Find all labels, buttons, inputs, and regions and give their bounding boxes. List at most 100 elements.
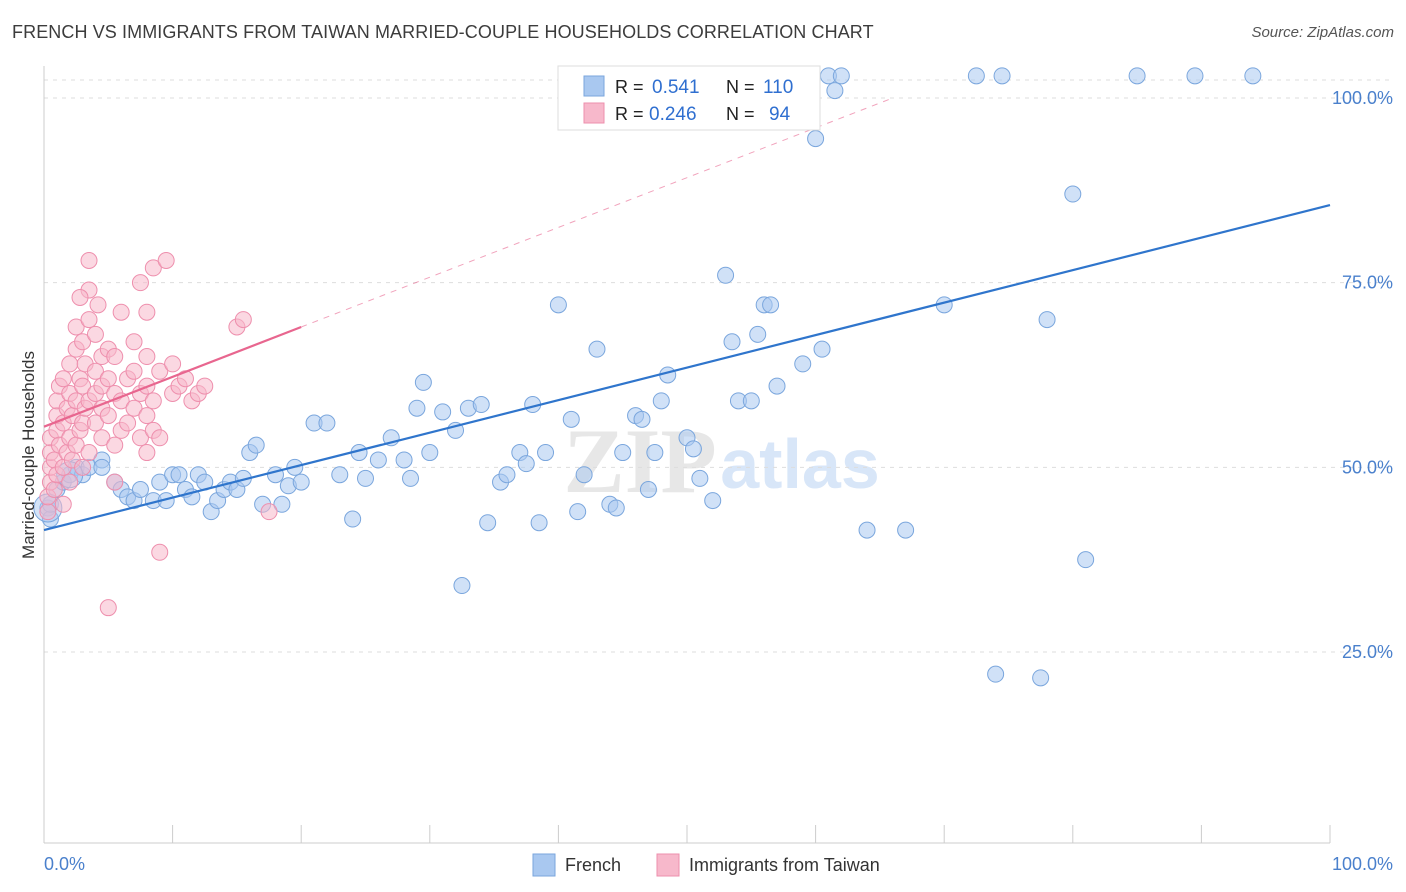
point-taiwan-68 [131,274,149,292]
point-taiwan-6 [45,480,63,498]
point-french-50 [414,373,432,391]
point-french-64 [549,296,567,314]
point-french-67 [575,466,593,484]
point-french-56 [479,514,497,532]
point-taiwan-89 [260,503,278,521]
point-taiwan-73 [138,303,156,321]
point-french-74 [639,480,657,498]
stats-legend-swatch-french [583,75,605,97]
legend-label-taiwan: Immigrants from Taiwan [689,855,880,875]
point-french-48 [402,469,420,487]
point-taiwan-23 [61,355,79,373]
point-french-66 [569,503,587,521]
y-axis-label: Married-couple Households [19,351,38,559]
point-french-71 [614,444,632,462]
point-french-96 [858,521,876,539]
bottom-legend: French Immigrants from Taiwan [532,853,880,877]
series-taiwan [39,252,278,617]
point-taiwan-55 [106,436,124,454]
point-taiwan-54 [106,473,124,491]
point-taiwan-64 [125,362,143,380]
point-french-105 [1077,551,1095,569]
point-taiwan-45 [86,325,104,343]
stats-r-value-taiwan: 0.246 [649,104,697,125]
point-taiwan-47 [93,429,111,447]
point-french-91 [807,130,825,148]
point-taiwan-92 [80,252,98,270]
stats-r-value-french: 0.541 [652,77,700,98]
point-french-73 [633,410,651,428]
point-taiwan-40 [80,311,98,329]
point-french-38 [292,473,310,491]
point-taiwan-38 [80,444,98,462]
point-taiwan-81 [164,355,182,373]
stats-n-label-taiwan: N = [726,104,755,124]
point-french-90 [794,355,812,373]
watermark-atlas: atlas [720,425,880,503]
point-taiwan-17 [54,370,72,388]
point-french-89 [768,377,786,395]
legend-label-french: French [565,855,621,875]
point-french-85 [742,392,760,410]
point-taiwan-14 [54,495,72,513]
point-taiwan-35 [74,333,92,351]
point-french-101 [993,67,1011,85]
point-french-104 [1064,185,1082,203]
stats-legend-swatch-taiwan [583,102,605,124]
stats-r-label-taiwan: R = [615,104,644,124]
point-french-44 [357,469,374,487]
point-french-35 [273,495,291,513]
point-french-86 [749,325,767,343]
trend-line-french [43,204,1331,532]
point-french-108 [1244,67,1262,85]
x-tick-label-max: 100.0% [1332,854,1393,874]
point-french-81 [704,492,722,510]
point-taiwan-78 [151,362,169,380]
point-french-82 [717,266,735,284]
point-french-62 [530,514,548,532]
point-french-76 [652,392,670,410]
legend-swatch-french [532,853,556,877]
point-taiwan-60 [112,303,130,321]
point-french-79 [684,440,702,458]
point-french-45 [369,451,387,469]
point-taiwan-79 [157,252,175,270]
point-french-92 [813,340,831,358]
trend-lines [43,97,1331,532]
point-french-52 [434,403,452,421]
y-tick-label-100: 100.0% [1332,88,1393,108]
point-french-49 [408,399,426,417]
y-tick-label-75: 75.0% [1342,273,1393,293]
point-taiwan-65 [125,333,143,351]
point-french-70 [607,499,625,517]
point-french-97 [897,521,915,539]
point-taiwan-93 [71,288,89,306]
point-french-88 [762,296,780,314]
stats-n-label-french: N = [726,77,755,97]
point-french-60 [517,455,535,473]
point-french-42 [344,510,362,528]
point-taiwan-29 [67,318,85,336]
point-taiwan-72 [138,348,156,366]
point-taiwan-46 [89,296,107,314]
point-taiwan-63 [125,399,143,417]
point-taiwan-0 [39,503,57,521]
point-french-63 [537,444,555,462]
point-taiwan-34 [74,377,92,395]
point-taiwan-66 [131,429,149,447]
point-taiwan-70 [138,407,156,425]
point-french-94 [826,82,844,100]
point-french-80 [691,469,709,487]
chart-title: FRENCH VS IMMIGRANTS FROM TAIWAN MARRIED… [12,22,874,42]
point-taiwan-20 [61,473,79,491]
point-french-99 [967,67,985,85]
point-french-102 [1032,669,1050,687]
x-tick-label-min: 0.0% [44,854,85,874]
y-tick-label-50: 50.0% [1342,457,1393,477]
point-french-103 [1038,311,1056,329]
point-taiwan-51 [99,407,117,425]
point-french-100 [987,665,1005,683]
point-french-40 [318,414,336,432]
point-french-107 [1186,67,1204,85]
point-french-20 [170,466,188,484]
